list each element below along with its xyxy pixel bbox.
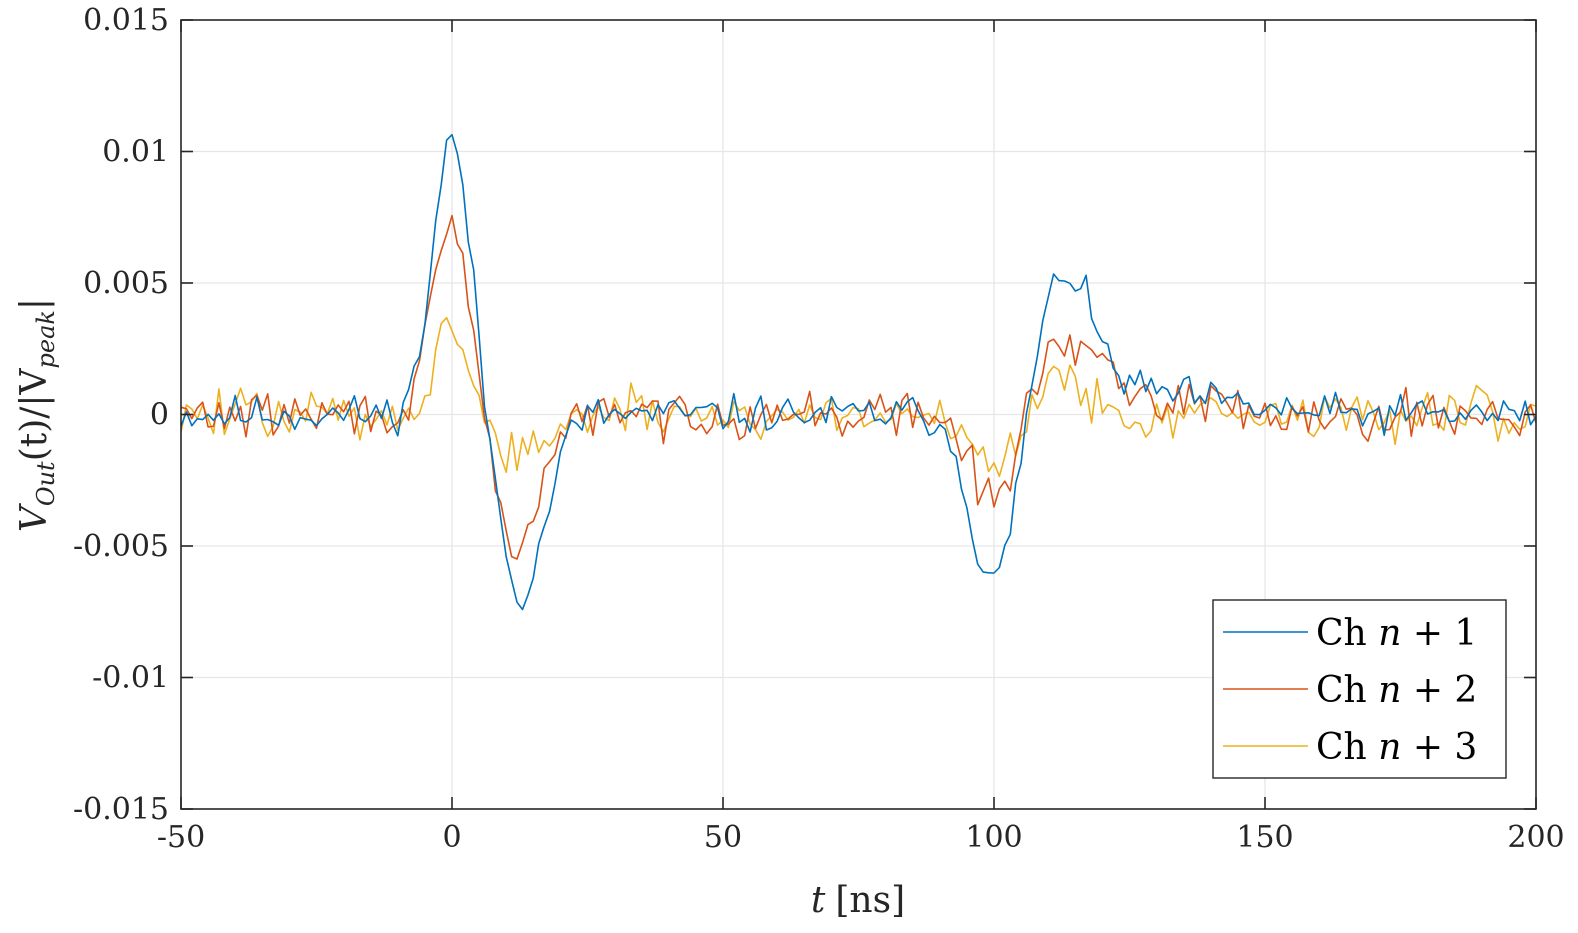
y-axis-main-subscript: Out — [32, 461, 60, 506]
y-tick-labels: -0.015 -0.01 -0.005 0 0.005 0.01 0.015 — [73, 3, 169, 827]
series-line-3 — [180, 316, 1537, 478]
legend-label-series-1: Ch n + 1 — [1316, 613, 1477, 654]
x-tick-label: 50 — [704, 820, 742, 855]
x-tick-label: 150 — [1236, 820, 1293, 855]
legend-label-series-3: Ch n + 3 — [1316, 727, 1477, 768]
y-tick-label: 0.01 — [102, 135, 169, 170]
x-tick-label: -50 — [157, 820, 205, 855]
y-axis-denominator-subscript: peak — [32, 310, 60, 368]
y-tick-label: -0.005 — [73, 529, 169, 564]
y-axis-main: V — [14, 502, 55, 532]
tick-marks — [180, 19, 1537, 810]
x-tick-label: 200 — [1507, 820, 1564, 855]
legend-label-prefix: Ch — [1316, 613, 1378, 654]
y-tick-label: 0.005 — [83, 266, 169, 301]
y-tick-label: 0.015 — [83, 3, 169, 38]
x-axis-variable: t — [811, 880, 826, 921]
legend-label-prefix: Ch — [1316, 727, 1378, 768]
legend-label-series-2: Ch n + 2 — [1316, 670, 1477, 711]
x-tick-label: 100 — [965, 820, 1022, 855]
x-axis-unit: [ns] — [835, 880, 905, 921]
legend-label-variable: n — [1378, 613, 1401, 654]
y-axis-title: VOut(t)/|Vpeak| — [14, 298, 60, 532]
legend-label-variable: n — [1378, 670, 1401, 711]
legend-label-suffix: + 1 — [1401, 613, 1477, 654]
y-tick-label: -0.015 — [73, 792, 169, 827]
y-tick-label: 0 — [150, 398, 169, 433]
x-tick-label: 0 — [442, 820, 461, 855]
series-line-1 — [180, 133, 1537, 611]
y-axis-argument: (t)/|V — [14, 367, 55, 461]
legend-label-prefix: Ch — [1316, 670, 1378, 711]
legend-label-suffix: + 3 — [1401, 727, 1477, 768]
legend-label-suffix: + 2 — [1401, 670, 1477, 711]
series-group — [180, 133, 1537, 611]
x-tick-labels: -50 0 50 100 150 200 — [157, 820, 1565, 855]
series-line-2 — [180, 214, 1537, 560]
legend: Ch n + 1 Ch n + 2 Ch n + 3 — [1212, 599, 1507, 779]
y-axis-close: | — [14, 298, 55, 310]
legend-label-variable: n — [1378, 727, 1401, 768]
y-tick-label: -0.01 — [92, 661, 169, 696]
x-axis-title: t [ns] — [811, 880, 905, 921]
